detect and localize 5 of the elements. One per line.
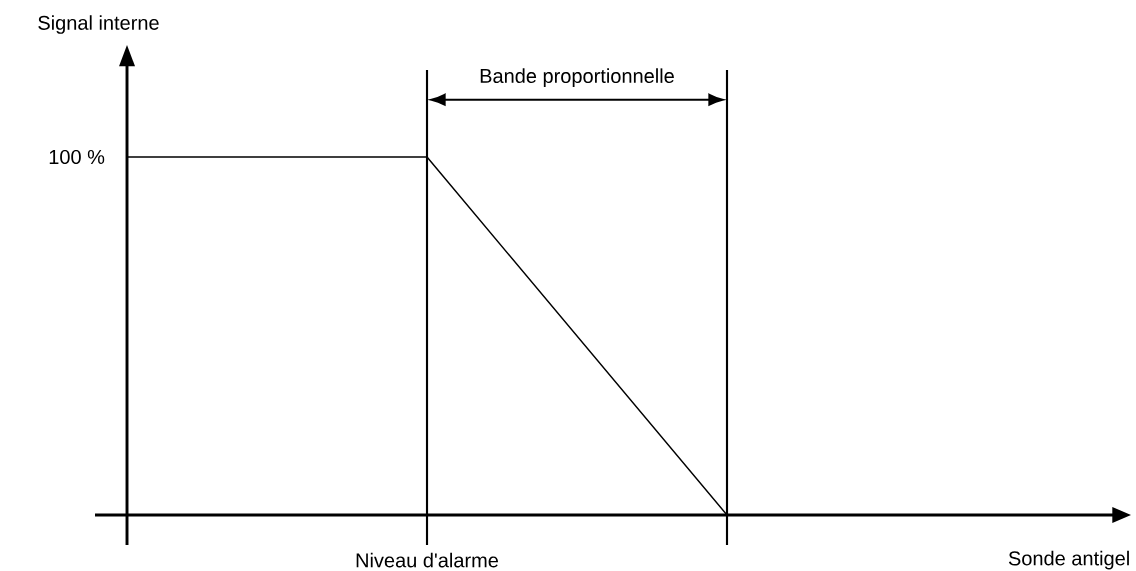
text: Sonde antigel: [1008, 550, 1129, 570]
annotation: 100 %: [49, 149, 105, 165]
text: Niveau d'alarme: [356, 552, 499, 568]
text: Bande proportionnelle: [480, 68, 674, 87]
text: Signal interne: [38, 15, 159, 34]
